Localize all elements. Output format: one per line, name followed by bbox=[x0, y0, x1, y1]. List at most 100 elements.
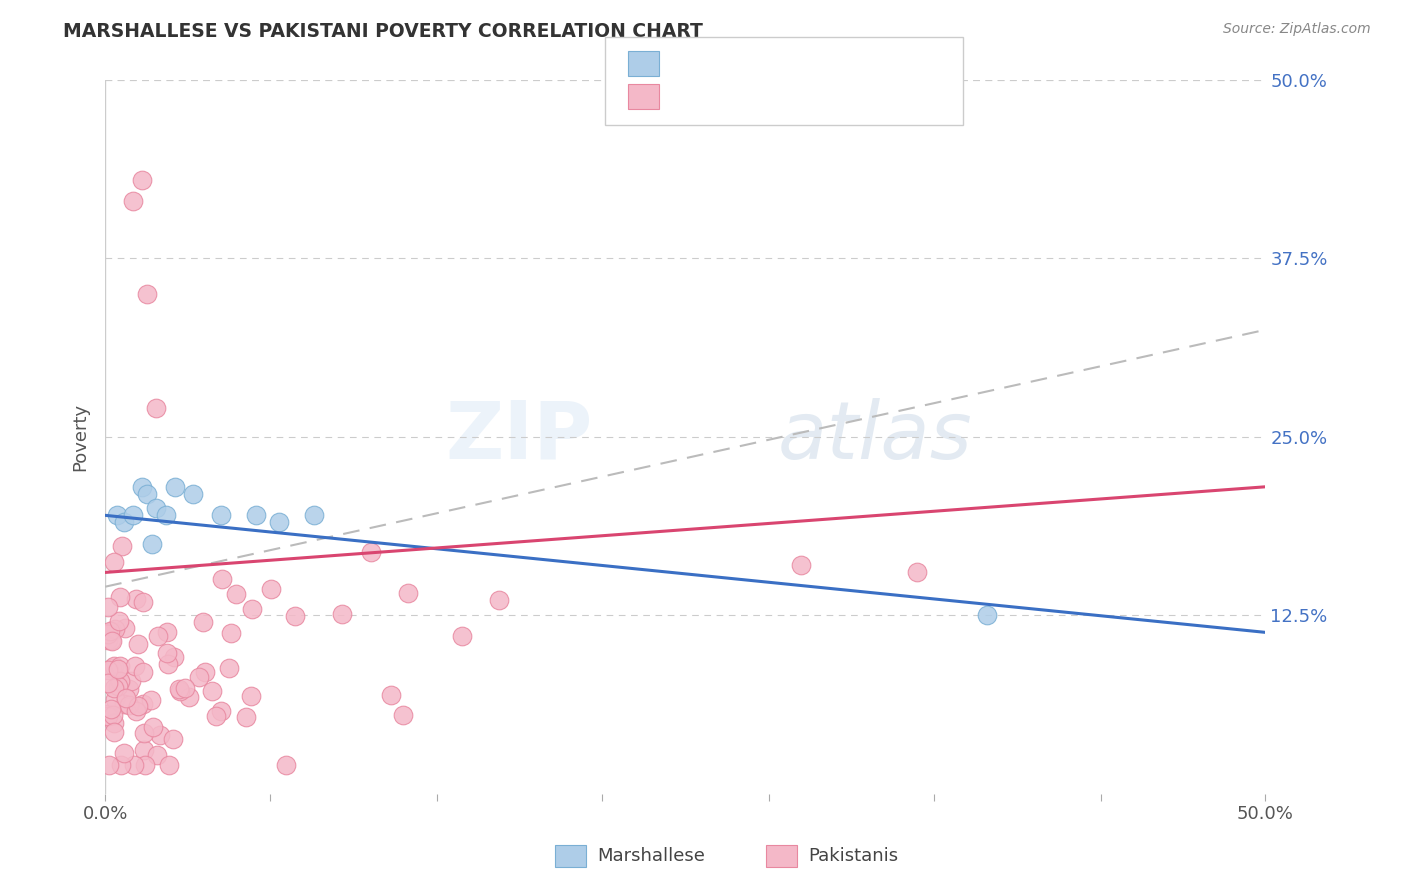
Point bbox=[103, 555, 125, 569]
Point bbox=[201, 684, 224, 698]
Point bbox=[103, 692, 125, 706]
Text: R = -0.406   N = 15: R = -0.406 N = 15 bbox=[673, 54, 863, 72]
Point bbox=[218, 661, 240, 675]
Point bbox=[122, 758, 145, 772]
Point bbox=[103, 681, 125, 695]
Point bbox=[134, 726, 156, 740]
Point bbox=[103, 659, 125, 673]
Point bbox=[122, 194, 145, 209]
Point bbox=[110, 674, 132, 689]
Point bbox=[976, 608, 998, 623]
Point bbox=[163, 480, 186, 494]
Point bbox=[118, 698, 141, 713]
Point bbox=[149, 727, 172, 741]
Point bbox=[132, 743, 155, 757]
Point bbox=[107, 679, 129, 693]
Point bbox=[219, 626, 242, 640]
Point bbox=[245, 508, 267, 523]
Point bbox=[380, 688, 402, 702]
Point bbox=[450, 629, 472, 643]
Point bbox=[790, 558, 813, 573]
Point bbox=[905, 566, 928, 580]
Point bbox=[96, 663, 118, 677]
Point bbox=[100, 702, 122, 716]
Point bbox=[188, 670, 211, 684]
Point bbox=[118, 681, 141, 696]
Point bbox=[97, 599, 120, 614]
Text: R =   0.179   N = 96: R = 0.179 N = 96 bbox=[673, 87, 873, 105]
Point bbox=[392, 708, 415, 723]
Point bbox=[330, 607, 353, 622]
Point bbox=[107, 662, 129, 676]
Point bbox=[108, 615, 131, 629]
Point bbox=[156, 625, 179, 640]
Point bbox=[112, 697, 135, 711]
Point bbox=[205, 709, 228, 723]
Text: ZIP: ZIP bbox=[446, 398, 592, 475]
Point bbox=[114, 690, 136, 705]
Point bbox=[191, 615, 214, 629]
Point bbox=[145, 747, 167, 762]
Point bbox=[131, 595, 153, 609]
Point bbox=[240, 602, 263, 616]
Point bbox=[360, 545, 382, 559]
Point bbox=[125, 591, 148, 606]
Point bbox=[103, 716, 125, 731]
Point bbox=[96, 633, 118, 648]
Point bbox=[105, 508, 128, 523]
Point bbox=[136, 487, 159, 501]
Point bbox=[159, 758, 181, 772]
Point bbox=[225, 587, 247, 601]
Point bbox=[276, 758, 298, 772]
Point bbox=[240, 689, 263, 703]
Text: atlas: atlas bbox=[778, 398, 973, 475]
Point bbox=[125, 704, 148, 718]
Point bbox=[169, 683, 191, 698]
Point bbox=[269, 516, 291, 530]
Point bbox=[488, 593, 510, 607]
Point bbox=[108, 674, 131, 689]
Point bbox=[101, 624, 124, 638]
Point bbox=[174, 681, 197, 696]
Point bbox=[127, 637, 149, 651]
Point bbox=[167, 681, 190, 696]
Point bbox=[136, 287, 159, 301]
Point bbox=[194, 665, 217, 679]
Point bbox=[98, 624, 121, 639]
Point bbox=[96, 676, 118, 690]
Point bbox=[396, 586, 419, 600]
Point bbox=[156, 646, 179, 660]
Point bbox=[120, 674, 142, 689]
Point bbox=[146, 628, 169, 642]
Point bbox=[142, 720, 165, 734]
Point bbox=[179, 690, 201, 705]
Point bbox=[145, 401, 167, 416]
Point bbox=[97, 627, 120, 641]
Point bbox=[162, 731, 184, 746]
Point bbox=[110, 659, 132, 673]
Point bbox=[141, 537, 163, 551]
Point bbox=[131, 480, 153, 494]
Point bbox=[98, 758, 121, 772]
Point bbox=[101, 708, 124, 723]
Point bbox=[139, 693, 162, 707]
Point bbox=[104, 623, 127, 637]
Point bbox=[163, 650, 186, 665]
Point bbox=[100, 632, 122, 647]
Point bbox=[114, 621, 136, 635]
Point bbox=[124, 659, 146, 673]
Point bbox=[302, 508, 325, 523]
Point bbox=[132, 665, 155, 679]
Point bbox=[284, 609, 307, 624]
Point bbox=[110, 758, 132, 772]
Point bbox=[209, 704, 232, 718]
Point bbox=[132, 698, 155, 712]
Point bbox=[134, 758, 156, 772]
Text: Pakistanis: Pakistanis bbox=[808, 847, 898, 865]
Point bbox=[156, 657, 179, 671]
Point bbox=[183, 487, 205, 501]
Point bbox=[108, 591, 131, 605]
Point bbox=[112, 747, 135, 761]
Text: Source: ZipAtlas.com: Source: ZipAtlas.com bbox=[1223, 22, 1371, 37]
Point bbox=[103, 725, 125, 739]
